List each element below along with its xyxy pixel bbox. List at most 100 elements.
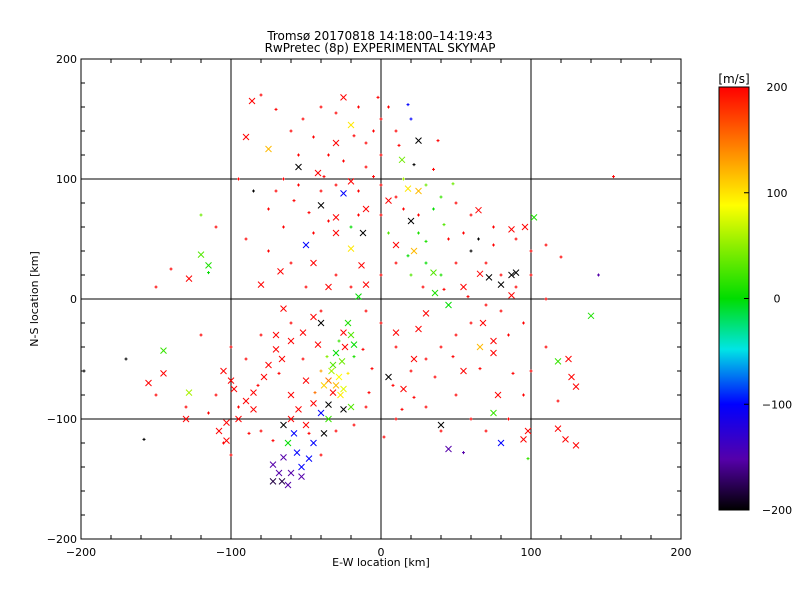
dot-marker	[304, 285, 308, 289]
cross-marker	[320, 382, 328, 389]
cross-marker	[521, 223, 529, 231]
x-tick-label: 200	[671, 546, 692, 559]
dot-marker	[319, 453, 323, 457]
cross-marker	[287, 337, 295, 345]
dot-marker	[199, 213, 203, 217]
dot-marker	[394, 261, 398, 265]
dot-marker	[462, 451, 465, 455]
dot-marker	[357, 189, 360, 193]
dot-marker	[421, 285, 425, 289]
cross-marker	[524, 427, 532, 435]
cross-marker	[568, 373, 575, 381]
dot-marker	[364, 141, 368, 145]
dot-marker	[379, 213, 383, 217]
cross-marker	[250, 389, 257, 396]
dot-marker	[154, 285, 158, 289]
cross-marker	[310, 439, 317, 447]
cross-marker	[554, 425, 562, 432]
cross-marker	[205, 262, 212, 269]
cross-marker	[415, 187, 422, 195]
colorbar-tick-label: 0	[774, 293, 781, 306]
dot-marker	[237, 177, 240, 181]
cross-marker	[332, 349, 340, 357]
cross-marker	[490, 409, 497, 417]
dot-marker	[282, 177, 285, 181]
cross-marker	[250, 406, 257, 413]
cross-marker	[223, 437, 230, 444]
cross-marker	[490, 349, 497, 357]
dot-marker	[439, 195, 443, 199]
dot-marker	[267, 249, 270, 253]
dot-marker	[442, 223, 446, 227]
dot-marker	[451, 355, 455, 359]
cross-marker	[227, 377, 235, 384]
dot-marker	[424, 357, 428, 361]
cross-marker	[299, 329, 307, 336]
dot-marker	[424, 405, 428, 409]
cross-marker	[587, 312, 595, 320]
dot-marker	[492, 225, 495, 229]
dot-marker	[199, 333, 203, 337]
cross-marker	[215, 427, 223, 435]
colorbar-label: [m/s]	[718, 72, 749, 86]
dot-marker	[559, 255, 563, 259]
dot-marker	[394, 345, 398, 349]
dot-marker	[394, 129, 398, 133]
dot-marker	[259, 429, 263, 433]
cross-marker	[400, 385, 407, 393]
cross-marker	[340, 94, 347, 101]
dot-marker	[477, 237, 480, 241]
cross-marker	[347, 245, 355, 252]
cross-marker	[280, 421, 287, 429]
dot-marker	[382, 435, 386, 439]
cross-marker	[392, 329, 400, 336]
cross-marker	[272, 331, 280, 339]
cross-marker	[344, 319, 352, 327]
cross-marker	[415, 325, 422, 333]
dot-marker	[402, 177, 405, 181]
dot-marker	[349, 225, 353, 229]
dot-marker	[454, 261, 458, 265]
cross-marker	[298, 463, 305, 471]
dot-marker	[169, 267, 173, 271]
x-tick-label: −200	[66, 546, 96, 559]
cross-marker	[565, 355, 572, 363]
cross-marker	[302, 241, 310, 249]
cross-marker	[310, 313, 317, 321]
cross-marker	[320, 430, 328, 437]
cross-marker	[445, 301, 452, 309]
dot-marker	[349, 285, 353, 289]
dot-marker	[529, 249, 533, 253]
cross-marker	[278, 478, 286, 485]
dot-marker	[289, 261, 293, 265]
dot-marker	[514, 237, 518, 241]
cross-marker	[160, 370, 167, 377]
dot-marker	[301, 357, 305, 361]
dot-marker	[184, 405, 188, 409]
cross-marker	[325, 283, 332, 291]
cross-marker	[430, 269, 437, 276]
dot-marker	[267, 207, 270, 211]
dot-marker	[391, 383, 395, 387]
dot-marker	[154, 393, 158, 397]
dot-marker	[612, 175, 615, 179]
dot-marker	[544, 297, 548, 301]
dot-marker	[207, 411, 210, 415]
cross-marker	[302, 377, 310, 384]
cross-marker	[182, 415, 190, 423]
cross-marker	[445, 445, 452, 453]
cross-marker	[347, 331, 355, 339]
cross-marker	[350, 341, 358, 348]
dot-marker	[237, 405, 240, 409]
dot-marker	[409, 369, 413, 373]
cross-marker	[197, 251, 205, 258]
dot-marker	[556, 399, 560, 403]
y-axis-ticks: −200 −100 0 100 200	[47, 53, 681, 546]
dot-marker	[439, 345, 443, 349]
dot-marker	[529, 273, 533, 277]
cross-marker	[338, 358, 346, 365]
dot-marker	[469, 213, 473, 217]
dot-marker	[372, 175, 375, 179]
dot-marker	[252, 189, 255, 193]
